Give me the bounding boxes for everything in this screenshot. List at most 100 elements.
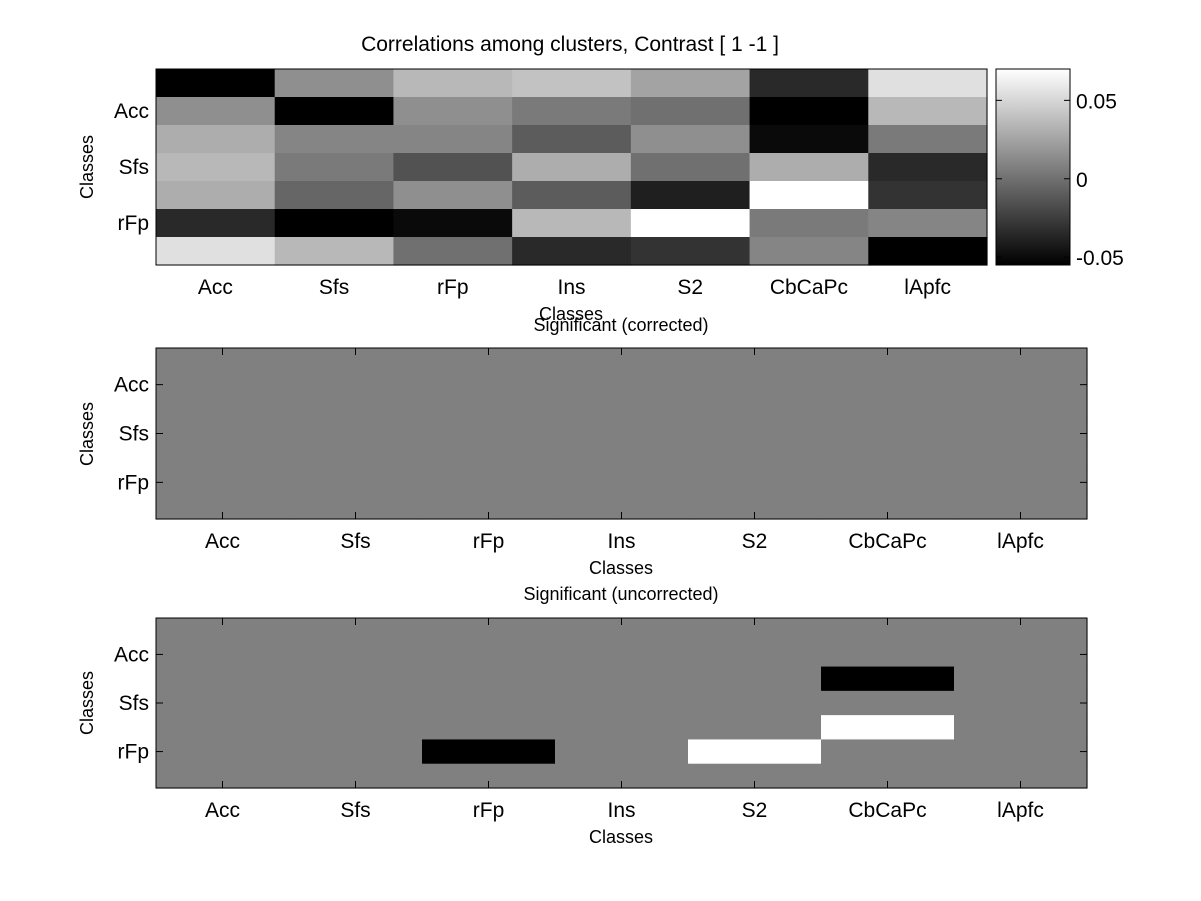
heatmap-cell	[868, 181, 988, 210]
x-tick-label: Sfs	[340, 530, 370, 553]
heatmap-cell	[512, 237, 632, 266]
heatmap-cell	[156, 445, 290, 471]
heatmap-cell	[630, 97, 751, 126]
heatmap-cell	[630, 69, 751, 98]
heatmap-cell	[688, 642, 822, 668]
heatmap-cell	[555, 421, 689, 447]
y-tick-label: rFp	[118, 471, 150, 494]
heatmap-cell	[749, 97, 869, 126]
x-tick-label: Acc	[205, 530, 240, 553]
heatmap-cell	[821, 372, 955, 398]
heatmap-cell	[688, 739, 822, 765]
heatmap-cell	[630, 125, 751, 154]
panel-uncorrected-xlabel: Classes	[589, 827, 653, 847]
heatmap-cell	[555, 739, 689, 765]
x-tick-label: S2	[742, 530, 768, 553]
x-tick-label: Ins	[607, 530, 635, 553]
x-tick-label: Acc	[198, 276, 233, 299]
heatmap-cell	[555, 470, 689, 496]
heatmap-cell	[630, 209, 751, 238]
heatmap-cell	[954, 739, 1088, 765]
heatmap-cell	[555, 642, 689, 668]
y-tick-label: rFp	[118, 741, 150, 764]
heatmap-cell	[156, 69, 276, 98]
heatmap-cell	[555, 396, 689, 422]
heatmap-cell	[289, 739, 423, 765]
colorbar-gradient	[995, 68, 1071, 266]
panel-correlations-cells	[156, 69, 988, 266]
y-tick-label: Sfs	[119, 156, 149, 179]
heatmap-cell	[274, 237, 395, 266]
heatmap-cell	[274, 69, 395, 98]
heatmap-cell	[393, 181, 513, 210]
heatmap-cell	[555, 715, 689, 741]
heatmap-cell	[289, 396, 423, 422]
heatmap-cell	[512, 125, 632, 154]
heatmap-cell	[688, 445, 822, 471]
heatmap-cell	[821, 739, 955, 765]
panel-uncorrected-title: Significant (uncorrected)	[523, 584, 718, 604]
colorbar-tick-label: 0	[1076, 169, 1088, 192]
heatmap-cell	[954, 421, 1088, 447]
colorbar-ticks: 0.05 0 -0.05	[996, 90, 1124, 270]
panel-correlations: Correlations among clusters, Contrast [ …	[77, 33, 988, 324]
heatmap-cell	[821, 690, 955, 716]
heatmap-cell	[821, 445, 955, 471]
panel-corrected-xlabel: Classes	[589, 558, 653, 578]
heatmap-cell	[422, 470, 556, 496]
panel-correlations-ticks: Acc Sfs rFp Ins S2 CbCaPc lApfc Acc Sfs rFp	[114, 100, 951, 299]
heatmap-cell	[749, 209, 869, 238]
heatmap-cell	[688, 715, 822, 741]
y-tick-label: rFp	[118, 212, 150, 235]
heatmap-cell	[422, 690, 556, 716]
heatmap-cell	[156, 209, 276, 238]
heatmap-cell	[393, 153, 513, 182]
panel-uncorrected-ylabel: Classes	[77, 671, 97, 735]
y-tick-label: Acc	[114, 643, 149, 666]
heatmap-cell	[954, 690, 1088, 716]
x-tick-label: Sfs	[319, 276, 349, 299]
heatmap-cell	[688, 421, 822, 447]
heatmap-cell	[274, 125, 395, 154]
heatmap-cell	[156, 181, 276, 210]
heatmap-cell	[156, 153, 276, 182]
heatmap-cell	[512, 97, 632, 126]
heatmap-cell	[422, 445, 556, 471]
heatmap-cell	[954, 715, 1088, 741]
heatmap-cell	[821, 642, 955, 668]
colorbar-tick-label: 0.05	[1076, 90, 1117, 113]
heatmap-cell	[555, 445, 689, 471]
panel-corrected: Significant (corrected) Acc Sfs rFp Ins S2 Cb…	[77, 315, 1088, 578]
heatmap-cell	[821, 396, 955, 422]
heatmap-cell	[422, 396, 556, 422]
heatmap-cell	[749, 125, 869, 154]
x-tick-label: Ins	[607, 799, 635, 822]
panel-correlations-title: Correlations among clusters, Contrast [ …	[361, 33, 779, 56]
heatmap-cell	[289, 642, 423, 668]
heatmap-cell	[688, 396, 822, 422]
heatmap-cell	[422, 739, 556, 765]
heatmap-cell	[156, 396, 290, 422]
heatmap-cell	[156, 739, 290, 765]
heatmap-cell	[274, 97, 395, 126]
heatmap-cell	[512, 181, 632, 210]
heatmap-cell	[630, 153, 751, 182]
heatmap-cell	[954, 470, 1088, 496]
heatmap-cell	[156, 642, 290, 668]
heatmap-cell	[688, 666, 822, 692]
x-tick-label: S2	[742, 799, 768, 822]
heatmap-cell	[156, 372, 290, 398]
heatmap-cell	[156, 97, 276, 126]
heatmap-cell	[289, 372, 423, 398]
heatmap-cell	[274, 209, 395, 238]
panel-correlations-xlabel: Classes	[539, 304, 603, 324]
heatmap-cell	[274, 153, 395, 182]
heatmap-cell	[555, 666, 689, 692]
heatmap-cell	[156, 237, 276, 266]
heatmap-cell	[868, 97, 988, 126]
heatmap-cell	[289, 421, 423, 447]
panel-correlations-ylabel: Classes	[77, 135, 97, 199]
heatmap-cell	[422, 666, 556, 692]
heatmap-cell	[422, 642, 556, 668]
